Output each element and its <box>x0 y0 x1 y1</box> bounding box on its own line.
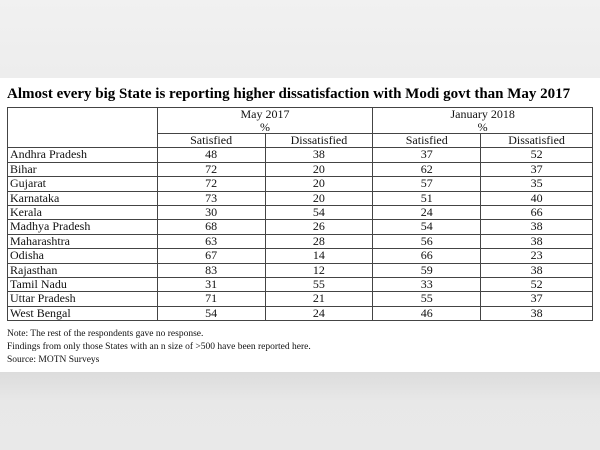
january-2018-dissatisfied-cell: 40 <box>480 190 593 207</box>
may-2017-satisfied-cell: 71 <box>156 291 266 307</box>
may-2017-dissatisfied-cell: 55 <box>264 277 374 293</box>
period-header-row: May 2017 % January 2018 % <box>7 106 593 149</box>
table-row: Rajasthan 83 12 59 38 <box>7 262 593 279</box>
may-2017-satisfied-cell: 30 <box>156 205 266 221</box>
period-unit: % <box>260 119 271 134</box>
january-2018-satisfied-cell: 51 <box>372 190 482 207</box>
state-name-cell: Madhya Pradesh <box>7 219 158 235</box>
may-2017-satisfied-cell: 31 <box>156 277 266 293</box>
may-2017-satisfied-cell: 54 <box>156 305 266 322</box>
table-row: Gujarat 72 20 57 35 <box>7 176 593 192</box>
table-row: Bihar 72 20 62 37 <box>7 161 593 178</box>
period-name: January 2018 <box>450 107 515 121</box>
table-row: Odisha 67 14 66 23 <box>7 248 593 264</box>
state-name-cell: Tamil Nadu <box>7 277 158 293</box>
january-2018-dissatisfied-cell: 23 <box>480 248 593 264</box>
january-2018-dissatisfied-cell: 38 <box>480 233 593 250</box>
may-2017-dissatisfied-cell: 54 <box>264 205 374 221</box>
column-header-satisfied: Satisfied <box>156 132 266 149</box>
period-name: May 2017 <box>240 107 290 121</box>
january-2018-satisfied-cell: 62 <box>372 161 482 178</box>
note-no-response: Note: The rest of the respondents gave n… <box>7 329 204 339</box>
may-2017-dissatisfied-cell: 28 <box>264 233 374 250</box>
january-2018-satisfied-cell: 54 <box>372 219 482 235</box>
state-name-cell: Andhra Pradesh <box>7 147 158 163</box>
period-header-may-2017: May 2017 % <box>156 107 374 134</box>
may-2017-dissatisfied-cell: 38 <box>264 147 374 163</box>
january-2018-satisfied-cell: 59 <box>372 262 482 279</box>
may-2017-dissatisfied-cell: 14 <box>264 248 374 264</box>
state-name-cell: Kerala <box>7 205 158 221</box>
may-2017-dissatisfied-cell: 24 <box>264 305 374 322</box>
may-2017-dissatisfied-cell: 26 <box>264 219 374 235</box>
may-2017-satisfied-cell: 68 <box>156 219 266 235</box>
note-source: Source: MOTN Surveys <box>7 355 100 365</box>
may-2017-dissatisfied-cell: 20 <box>264 176 374 192</box>
table-row: Andhra Pradesh 48 38 37 52 <box>7 147 593 163</box>
table-row: West Bengal 54 24 46 38 <box>7 305 593 322</box>
table-row: Uttar Pradesh 71 21 55 37 <box>7 291 593 307</box>
january-2018-satisfied-cell: 33 <box>372 277 482 293</box>
january-2018-dissatisfied-cell: 38 <box>480 262 593 279</box>
state-name-cell: Odisha <box>7 248 158 264</box>
may-2017-satisfied-cell: 48 <box>156 147 266 163</box>
state-name-cell: Gujarat <box>7 176 158 192</box>
period-unit: % <box>477 119 488 134</box>
column-header-dissatisfied: Dissatisfied <box>480 132 593 149</box>
january-2018-dissatisfied-cell: 66 <box>480 205 593 221</box>
table-row: Kerala 30 54 24 66 <box>7 205 593 221</box>
may-2017-dissatisfied-cell: 12 <box>264 262 374 279</box>
state-name-cell: Maharashtra <box>7 233 158 250</box>
january-2018-dissatisfied-cell: 52 <box>480 277 593 293</box>
january-2018-satisfied-cell: 37 <box>372 147 482 163</box>
corner-cell <box>7 106 158 149</box>
background-band <box>0 372 600 402</box>
may-2017-satisfied-cell: 72 <box>156 161 266 178</box>
column-header-row: Satisfied Dissatisfied Satisfied Dissati… <box>8 132 593 149</box>
state-name-cell: Rajasthan <box>7 262 158 279</box>
may-2017-satisfied-cell: 83 <box>156 262 266 279</box>
state-name-cell: Bihar <box>7 161 158 178</box>
survey-table: May 2017 % January 2018 % Satisfied Diss… <box>7 106 593 322</box>
january-2018-satisfied-cell: 57 <box>372 176 482 192</box>
table-row: Karnataka 73 20 51 40 <box>7 190 593 207</box>
note-sample-size: Findings from only those States with an … <box>7 342 311 352</box>
may-2017-satisfied-cell: 72 <box>156 176 266 192</box>
chart-title: Almost every big State is reporting high… <box>7 86 571 102</box>
may-2017-satisfied-cell: 63 <box>156 233 266 250</box>
january-2018-dissatisfied-cell: 52 <box>480 147 593 163</box>
january-2018-satisfied-cell: 55 <box>372 291 482 307</box>
table-row: Madhya Pradesh 68 26 54 38 <box>7 219 593 235</box>
state-name-cell: Karnataka <box>7 190 158 207</box>
state-name-cell: Uttar Pradesh <box>7 291 158 307</box>
column-header-satisfied: Satisfied <box>372 132 482 149</box>
table-row: Maharashtra 63 28 56 38 <box>7 233 593 250</box>
table-row: Tamil Nadu 31 55 33 52 <box>7 277 593 293</box>
may-2017-dissatisfied-cell: 21 <box>264 291 374 307</box>
column-header-dissatisfied: Dissatisfied <box>264 132 374 149</box>
january-2018-dissatisfied-cell: 37 <box>480 161 593 178</box>
table-body: Andhra Pradesh 48 38 37 52 Bihar 72 20 62 37 Gujar… <box>7 147 593 322</box>
may-2017-satisfied-cell: 67 <box>156 248 266 264</box>
january-2018-dissatisfied-cell: 35 <box>480 176 593 192</box>
may-2017-satisfied-cell: 73 <box>156 190 266 207</box>
january-2018-dissatisfied-cell: 37 <box>480 291 593 307</box>
january-2018-satisfied-cell: 56 <box>372 233 482 250</box>
january-2018-satisfied-cell: 46 <box>372 305 482 322</box>
january-2018-satisfied-cell: 66 <box>372 248 482 264</box>
period-header-january-2018: January 2018 % <box>372 107 593 134</box>
notes-block: Note: The rest of the respondents gave n… <box>7 328 311 367</box>
january-2018-dissatisfied-cell: 38 <box>480 305 593 322</box>
january-2018-dissatisfied-cell: 38 <box>480 219 593 235</box>
state-name-cell: West Bengal <box>7 305 158 322</box>
january-2018-satisfied-cell: 24 <box>372 205 482 221</box>
may-2017-dissatisfied-cell: 20 <box>264 161 374 178</box>
may-2017-dissatisfied-cell: 20 <box>264 190 374 207</box>
